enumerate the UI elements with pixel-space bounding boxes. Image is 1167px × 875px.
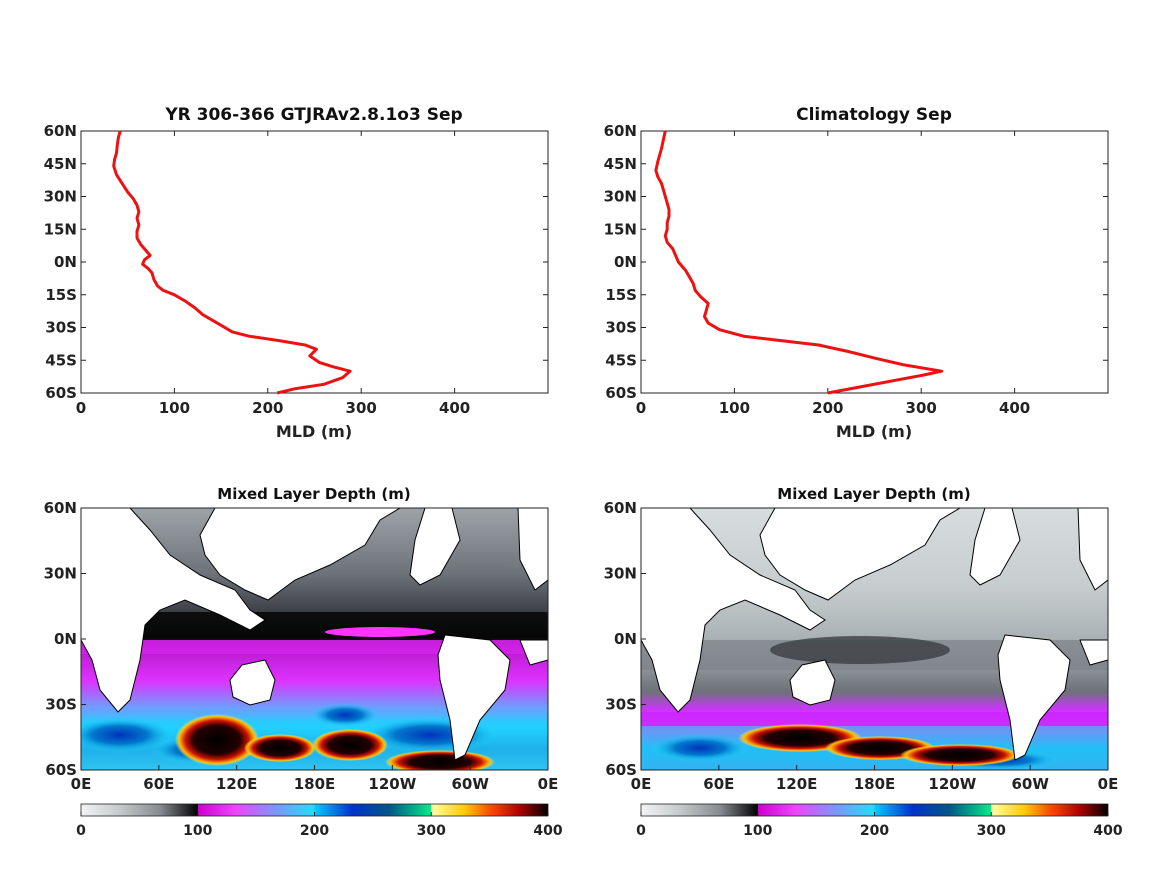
- profile-clim-ytick-label: 15N: [604, 220, 637, 238]
- map-model-cbar-tick-label: 0: [76, 823, 86, 839]
- profile-model-xtick-label: 200: [252, 399, 283, 417]
- profile-model-ytick-label: 15N: [44, 220, 77, 238]
- profile-model-ytick-label: 30S: [45, 319, 77, 337]
- map-model-xtick-label: 60W: [451, 775, 489, 793]
- map-model-xtick-label: 120W: [368, 775, 416, 793]
- map-clim-land: [641, 508, 1108, 761]
- profile-clim-ytick-label: 30N: [604, 188, 637, 206]
- profile-clim-xtick-label: 200: [812, 399, 843, 417]
- profile-model-ytick-label: 45S: [45, 351, 77, 369]
- profile-clim-ytick-label: 45N: [604, 155, 637, 173]
- map-model-colorbar-ticks: 0 100 200 300 400: [76, 812, 563, 839]
- map-clim-ytick-label: 0N: [614, 630, 637, 648]
- profile-clim-panel: Climatology Sep 0 100 200 300 400 60N 45N 30N 15…: [604, 105, 1109, 441]
- map-model-title: Mixed Layer Depth (m): [217, 485, 410, 503]
- map-clim-field: [641, 508, 1108, 770]
- map-model-cbar-tick-label: 200: [300, 823, 329, 839]
- profile-clim-ticks: 0 100 200 300 400 60N 45N 30N 15N 0N 15S 30S 45S 60S: [604, 122, 1108, 417]
- profile-clim-title: Climatology Sep: [796, 105, 952, 125]
- map-clim-ytick-label: 60N: [604, 499, 637, 517]
- profile-model-ytick-label: 15S: [45, 286, 77, 304]
- map-model-field: [81, 508, 548, 770]
- profile-model-line: [112, 130, 352, 395]
- map-clim-cbar-tick-label: 300: [977, 823, 1006, 839]
- profile-model-ytick-label: 60S: [45, 384, 77, 402]
- profile-model-xtick-label: 300: [346, 399, 377, 417]
- profile-clim-line: [654, 130, 944, 395]
- map-model-cbar-tick-label: 300: [417, 823, 446, 839]
- profile-model-ytick-label: 45N: [44, 155, 77, 173]
- map-clim-xtick-label: 120W: [928, 775, 976, 793]
- map-model-ytick-label: 30S: [45, 696, 77, 714]
- map-model-xtick-label: 0E: [71, 775, 92, 793]
- profile-model-xtick-label: 100: [159, 399, 190, 417]
- profile-model-xlabel: MLD (m): [276, 422, 352, 441]
- profile-clim-xtick-label: 0: [636, 399, 646, 417]
- map-model-xtick-label: 0E: [538, 775, 559, 793]
- profile-model-panel: YR 306-366 GTJRAv2.8.1o3 Sep 0 100 200 300 4…: [44, 105, 549, 441]
- map-clim-ytick-label: 60S: [605, 761, 637, 779]
- profile-clim-ytick-label: 60N: [604, 122, 637, 140]
- map-model-ytick-label: 60S: [45, 761, 77, 779]
- map-model-ytick-label: 30N: [44, 565, 77, 583]
- profile-clim-ytick-label: 0N: [614, 253, 637, 271]
- profile-model-xtick-label: 0: [76, 399, 86, 417]
- profile-model-axes-box: [80, 130, 549, 394]
- profile-clim-xlabel: MLD (m): [836, 422, 912, 441]
- profile-clim-ytick-label: 45S: [605, 351, 637, 369]
- map-model-xtick-label: 180E: [294, 775, 336, 793]
- map-clim-colorbar-ticks: 0 100 200 300 400: [636, 812, 1123, 839]
- profile-clim-ytick-label: 30S: [605, 319, 637, 337]
- map-clim-xtick-label: 0E: [631, 775, 652, 793]
- map-model-ytick-label: 0N: [54, 630, 77, 648]
- map-model-ticks: 0E 60E 120E 180E 120W 60W 0E 60N 30N 0N 30S 60S: [44, 499, 559, 793]
- profile-model-ytick-label: 60N: [44, 122, 77, 140]
- profile-clim-xtick-label: 400: [999, 399, 1030, 417]
- map-clim-xtick-label: 60E: [703, 775, 734, 793]
- map-model-xtick-label: 120E: [216, 775, 258, 793]
- profile-clim-ytick-label: 15S: [605, 286, 637, 304]
- profile-model-ytick-label: 30N: [44, 188, 77, 206]
- map-clim-ticks: 0E 60E 120E 180E 120W 60W 0E 60N 30N 0N 30S 60S: [604, 499, 1119, 793]
- map-clim-title: Mixed Layer Depth (m): [777, 485, 970, 503]
- profile-clim-axes-box: [640, 130, 1109, 394]
- map-clim-ytick-label: 30S: [605, 696, 637, 714]
- map-clim-cbar-tick-label: 200: [860, 823, 889, 839]
- map-model-cbar-tick-label: 400: [533, 823, 562, 839]
- map-clim-cbar-tick-label: 0: [636, 823, 646, 839]
- map-clim-xtick-label: 120E: [776, 775, 818, 793]
- profile-model-xtick-label: 400: [439, 399, 470, 417]
- profile-model-title: YR 306-366 GTJRAv2.8.1o3 Sep: [164, 105, 462, 125]
- map-model-xtick-label: 60E: [143, 775, 174, 793]
- map-clim-panel: Mixed Layer Depth (m) 0E 60E: [604, 485, 1123, 839]
- profile-clim-xtick-label: 100: [719, 399, 750, 417]
- map-clim-xtick-label: 180E: [854, 775, 896, 793]
- map-model-cbar-tick-label: 100: [183, 823, 212, 839]
- map-model-land: [81, 508, 548, 761]
- map-model-ytick-label: 60N: [44, 499, 77, 517]
- map-clim-xtick-label: 0E: [1098, 775, 1119, 793]
- map-clim-ytick-label: 30N: [604, 565, 637, 583]
- profile-clim-xtick-label: 300: [906, 399, 937, 417]
- map-model-panel: Mixed Layer Depth (m): [44, 485, 563, 839]
- map-clim-xtick-label: 60W: [1011, 775, 1049, 793]
- profile-clim-ytick-label: 60S: [605, 384, 637, 402]
- map-clim-cbar-tick-label: 100: [743, 823, 772, 839]
- profile-model-ticks: 0 100 200 300 400 60N 45N 30N 15N 0N 15S 30S 45S 60S: [44, 122, 548, 417]
- profile-model-ytick-label: 0N: [54, 253, 77, 271]
- map-clim-cbar-tick-label: 400: [1093, 823, 1122, 839]
